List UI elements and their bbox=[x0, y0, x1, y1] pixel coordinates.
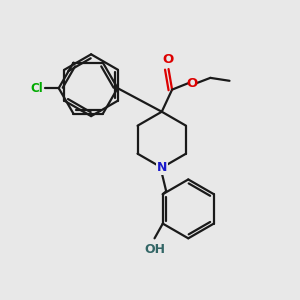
Text: Cl: Cl bbox=[31, 82, 44, 95]
Text: O: O bbox=[162, 53, 174, 66]
Text: O: O bbox=[187, 77, 198, 90]
Text: N: N bbox=[157, 161, 167, 174]
Text: OH: OH bbox=[144, 243, 165, 256]
